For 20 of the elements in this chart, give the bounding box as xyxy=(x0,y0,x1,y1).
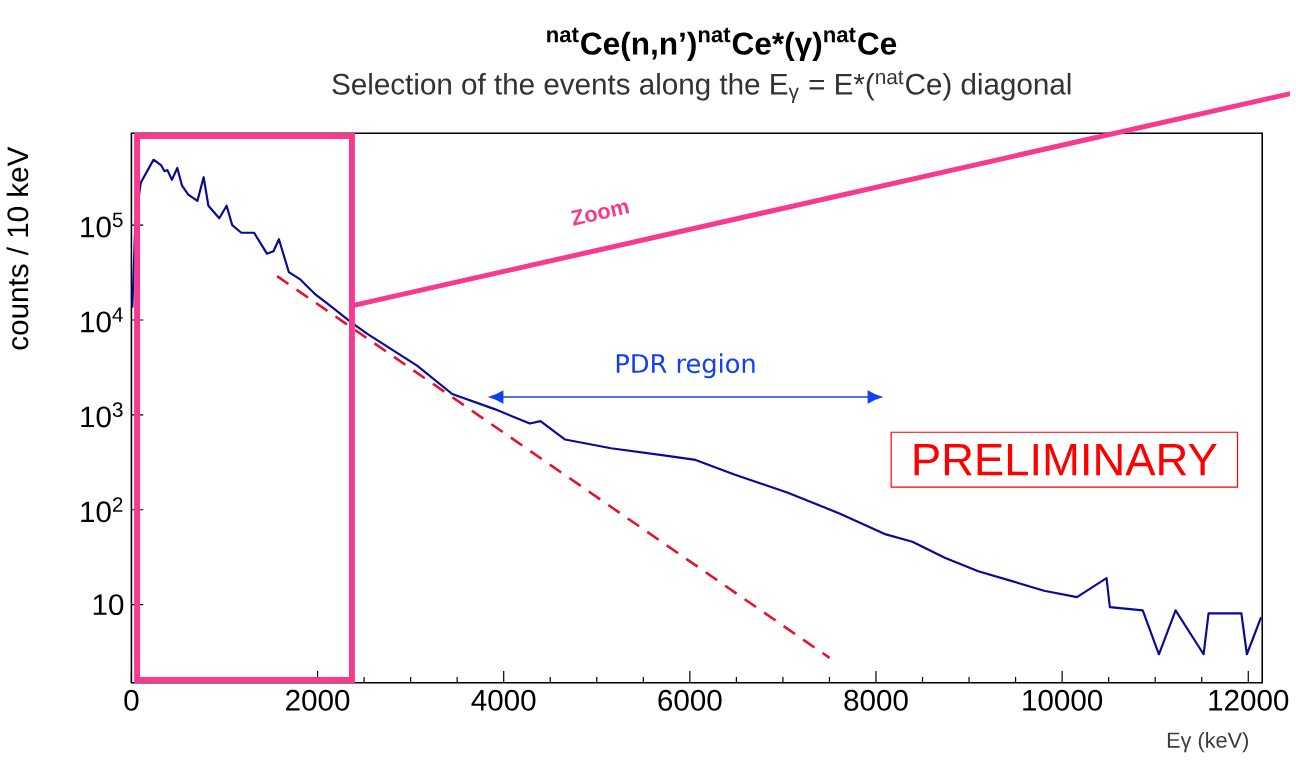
x-tick-label: 0 xyxy=(124,689,139,711)
x-tick-label: 2000 xyxy=(286,689,350,711)
y-tick-label: 10$^{5}$ xyxy=(81,212,123,238)
x-axis-title: Eγ (keV) xyxy=(1167,732,1248,753)
y-tick-label: 10$^{4}$ xyxy=(81,307,123,333)
y-tick-label: 10$^{3}$ xyxy=(81,402,123,428)
chart-subtitle: Selection of the events along the E$_{γ}$ = E*($^{nat}$Ce) diagonal xyxy=(332,70,1071,104)
annotation: PDR region xyxy=(616,353,755,379)
x-tick-label: 6000 xyxy=(658,689,722,711)
x-tick-label: 10000 xyxy=(1023,689,1103,711)
x-tick-label: 4000 xyxy=(471,689,536,711)
line-series xyxy=(131,158,1263,656)
y-axis-title: counts / 10 keV xyxy=(6,146,29,350)
x-tick-label: 8000 xyxy=(844,689,908,711)
y-tick-label: 10$^{2}$ xyxy=(81,497,123,523)
y-tick-label: 10 xyxy=(93,594,124,616)
x-tick-label: 12000 xyxy=(1209,689,1289,711)
chart-title: $^{nat}$Ce(n,n’)$^{nat}$Ce*(γ)$^{nat}$Ce xyxy=(547,27,897,62)
annotation: PRELIMINARY xyxy=(914,444,1217,476)
annotation: Zoom xyxy=(571,202,630,226)
